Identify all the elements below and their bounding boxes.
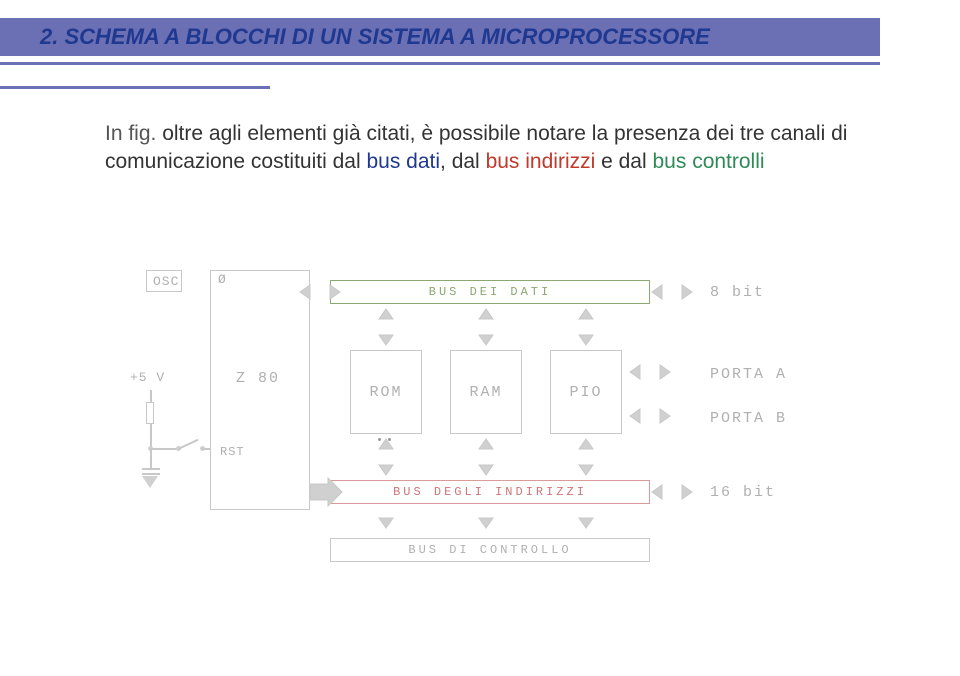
cap-bottom xyxy=(142,473,160,475)
wire-to-gnd xyxy=(150,450,152,468)
para-intro: In fig. xyxy=(105,122,156,145)
cpu-block xyxy=(210,270,310,510)
dot-2 xyxy=(388,438,391,441)
port-b-label: PORTA B xyxy=(710,410,787,427)
wire-right-1 xyxy=(150,448,178,450)
vcc-label: +5 V xyxy=(130,370,165,385)
control-bus: BUS DI CONTROLLO xyxy=(330,538,650,562)
para-bus-data: bus dati xyxy=(366,150,440,173)
body-paragraph: In fig. oltre agli elementi già citati, … xyxy=(105,120,865,176)
pio-label: PIO xyxy=(569,384,602,401)
address-bus: BUS DEGLI INDIRIZZI xyxy=(330,480,650,504)
para-bus-addr: bus indirizzi xyxy=(486,150,596,173)
cpu-label: Z 80 xyxy=(236,370,280,387)
ground-icon xyxy=(142,476,158,488)
data-bus: BUS DEI DATI xyxy=(330,280,650,304)
dot-1 xyxy=(378,438,381,441)
osc-label: OSC xyxy=(153,274,179,289)
data-bus-label: BUS DEI DATI xyxy=(429,285,551,299)
cap-top xyxy=(142,468,160,470)
port-a-label: PORTA A xyxy=(710,366,787,383)
header-decoration xyxy=(0,56,960,116)
resistor-icon xyxy=(146,402,154,424)
para-sep1: , dal xyxy=(440,150,486,173)
pio-block: PIO xyxy=(550,350,622,434)
para-sep2: e dal xyxy=(595,150,652,173)
wire-to-cpu xyxy=(202,448,210,450)
rom-block: ROM xyxy=(350,350,422,434)
data-bus-bits: 8 bit xyxy=(710,284,765,301)
block-diagram: OSC Ø Z 80 RST +5 V ROM RAM PIO BUS DEI … xyxy=(120,270,840,590)
address-bus-bits: 16 bit xyxy=(710,484,776,501)
ram-block: RAM xyxy=(450,350,522,434)
para-bus-ctrl: bus controlli xyxy=(653,150,765,173)
rst-label: RST xyxy=(220,445,245,459)
reset-switch-icon xyxy=(178,439,199,450)
title-bar: 2. SCHEMA A BLOCCHI DI UN SISTEMA A MICR… xyxy=(0,18,880,56)
ram-label: RAM xyxy=(469,384,502,401)
page-title: 2. SCHEMA A BLOCCHI DI UN SISTEMA A MICR… xyxy=(40,24,710,50)
address-bus-label: BUS DEGLI INDIRIZZI xyxy=(393,485,587,499)
control-bus-label: BUS DI CONTROLLO xyxy=(408,543,571,557)
rom-label: ROM xyxy=(369,384,402,401)
